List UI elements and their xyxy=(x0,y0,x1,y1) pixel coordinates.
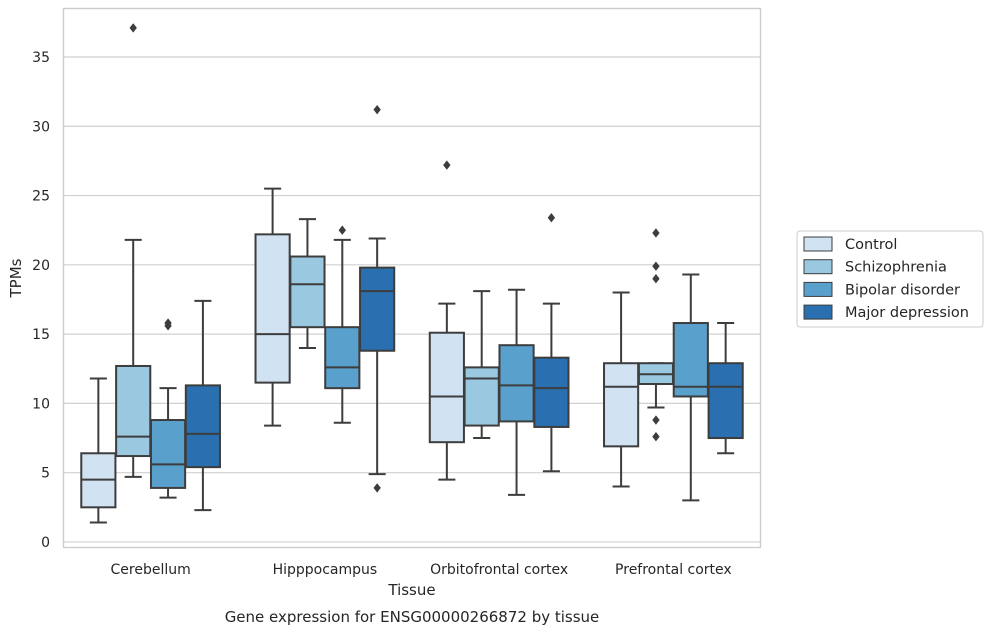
legend-label: Control xyxy=(845,237,897,253)
box-group xyxy=(707,322,744,455)
box-group xyxy=(637,228,675,442)
outlier-point xyxy=(652,228,660,238)
outlier-point xyxy=(652,261,660,271)
outlier-point xyxy=(547,213,556,223)
y-tick-label: 30 xyxy=(32,119,50,135)
box-iqr xyxy=(498,344,535,423)
box-group xyxy=(463,290,500,440)
outlier-point xyxy=(443,160,451,170)
box-iqr xyxy=(115,364,152,458)
y-tick-label: 0 xyxy=(41,535,50,551)
box-iqr xyxy=(463,366,500,427)
box-group xyxy=(324,225,361,424)
outlier-point xyxy=(164,321,172,331)
y-tick-label: 35 xyxy=(32,50,50,66)
box-iqr xyxy=(533,356,570,428)
legend-swatch xyxy=(803,304,833,320)
plot-area-frame xyxy=(62,7,762,549)
outlier-point xyxy=(652,415,660,425)
box-iqr xyxy=(603,362,640,448)
legend-label: Schizophrenia xyxy=(845,260,947,276)
x-tick-label: Hipppocampus xyxy=(273,562,378,578)
box-group xyxy=(115,23,152,478)
boxes xyxy=(80,23,744,524)
legend-swatch xyxy=(803,259,833,275)
outlier-point xyxy=(373,104,381,115)
x-tick-label: Cerebellum xyxy=(111,562,191,578)
box-iqr xyxy=(289,255,326,329)
box-group xyxy=(672,273,709,502)
outlier-point xyxy=(373,483,381,493)
legend-swatch xyxy=(803,236,833,252)
y-axis-label: TPMs xyxy=(7,258,25,298)
box-iqr xyxy=(359,266,396,352)
outlier-point xyxy=(652,274,660,284)
x-axis-label: Tissue xyxy=(387,581,435,599)
outlier-point xyxy=(129,23,137,33)
y-tick-label: 15 xyxy=(32,327,50,343)
legend: Control Schizophrenia Bipolar disorder Majo… xyxy=(796,230,984,328)
outlier-point xyxy=(338,225,346,235)
box-iqr xyxy=(672,322,709,398)
legend-label: Major depression xyxy=(845,305,969,321)
box-group xyxy=(289,218,326,349)
box-group xyxy=(254,187,291,427)
box-iqr xyxy=(254,233,291,384)
legend-label: Bipolar disorder xyxy=(845,282,960,298)
box-group xyxy=(359,104,396,493)
box-iqr xyxy=(184,384,221,469)
box-group xyxy=(149,318,187,499)
box-group xyxy=(80,377,117,524)
box-iqr xyxy=(707,362,744,440)
box-iqr xyxy=(428,331,465,444)
outlier-point xyxy=(652,431,660,442)
legend-frame xyxy=(796,230,984,328)
y-tick-label: 20 xyxy=(32,258,50,274)
box-group xyxy=(603,291,640,488)
box-group xyxy=(184,299,221,512)
y-tick-label: 25 xyxy=(32,189,50,205)
y-tick-label: 10 xyxy=(32,396,50,412)
box-group xyxy=(533,213,570,473)
box-group xyxy=(428,160,465,481)
y-tick-label: 5 xyxy=(41,466,50,482)
box-group xyxy=(498,288,535,496)
box-iqr xyxy=(324,326,361,390)
x-tick-label: Prefrontal cortex xyxy=(615,562,732,578)
legend-swatch xyxy=(803,281,833,297)
figure-caption: Gene expression for ENSG00000266872 by t… xyxy=(225,608,600,626)
box-iqr xyxy=(149,419,187,489)
y-tick-labels: 0 5 10 15 20 25 30 35 xyxy=(32,50,50,551)
x-tick-labels: Cerebellum Hipppocampus Orbitofrontal cort… xyxy=(111,562,732,578)
x-tick-label: Orbitofrontal cortex xyxy=(430,562,568,578)
